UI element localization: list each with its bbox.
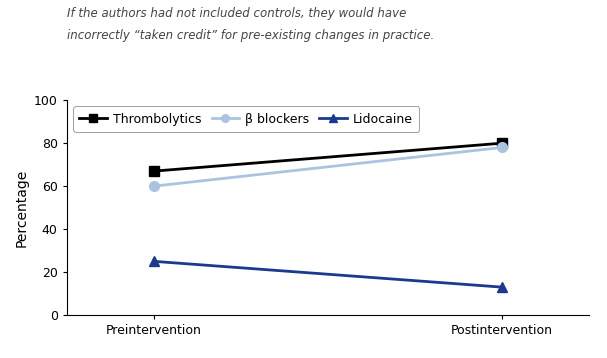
Line: β blockers: β blockers (149, 142, 507, 191)
Lidocaine (498, 285, 506, 289)
Lidocaine (150, 259, 157, 263)
Thrombolytics (150, 169, 157, 173)
β blockers (498, 145, 506, 150)
Legend: Thrombolytics, β blockers, Lidocaine: Thrombolytics, β blockers, Lidocaine (73, 106, 419, 132)
Line: Thrombolytics: Thrombolytics (149, 138, 507, 176)
Text: incorrectly “taken credit” for pre-existing changes in practice.: incorrectly “taken credit” for pre-exist… (67, 29, 434, 42)
β blockers (150, 184, 157, 188)
Text: If the authors had not included controls, they would have: If the authors had not included controls… (67, 7, 406, 20)
Line: Lidocaine: Lidocaine (149, 256, 507, 292)
Thrombolytics (498, 141, 506, 145)
Y-axis label: Percentage: Percentage (15, 169, 29, 247)
